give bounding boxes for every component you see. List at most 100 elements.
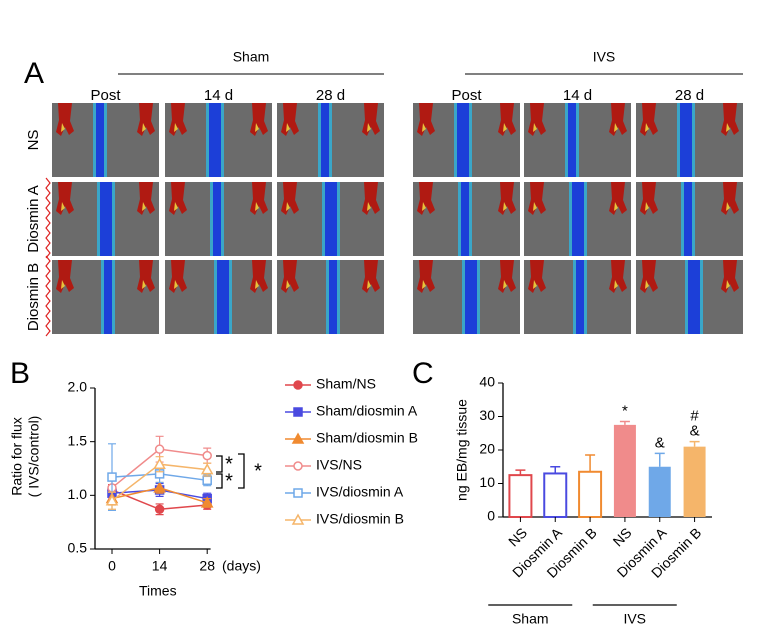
panel-label: C <box>412 357 434 390</box>
vessel <box>572 182 584 256</box>
paw-hot <box>142 202 146 211</box>
paw-hot <box>286 123 290 132</box>
marker <box>107 472 117 482</box>
legend-label: IVS/diosmin A <box>316 484 404 500</box>
y-tick-label: 1.5 <box>68 432 88 448</box>
legend-label: IVS/diosmin B <box>316 511 404 527</box>
paw-hot <box>503 123 507 132</box>
thermal-image <box>52 182 159 256</box>
paw-hot <box>61 280 65 289</box>
vessel <box>96 103 104 177</box>
thermal-image <box>52 260 159 334</box>
vessel <box>680 103 692 177</box>
x-tick-label: 0 <box>108 558 116 574</box>
panel-label: B <box>10 357 30 390</box>
marker <box>153 457 166 469</box>
thermal-image <box>636 182 743 256</box>
column-label: 14 d <box>563 87 592 104</box>
paw-hot <box>726 202 730 211</box>
column-label: 28 d <box>316 87 345 104</box>
sig-bracket <box>216 453 245 489</box>
y-tick-label: 10 <box>479 474 495 490</box>
paw-hot <box>255 123 259 132</box>
marker <box>154 444 165 454</box>
error-bar <box>689 440 700 447</box>
paw <box>169 260 187 293</box>
marker <box>202 475 212 486</box>
y-axis-label: ( IVS/control) <box>26 416 42 498</box>
paw <box>169 103 187 136</box>
column-label: Post <box>451 87 482 104</box>
paw <box>721 260 739 293</box>
thermal-image <box>165 182 272 256</box>
vessel <box>576 260 584 334</box>
paw <box>281 103 299 136</box>
paw-hot <box>174 202 178 211</box>
bar-mark: & <box>655 434 665 451</box>
bar <box>508 474 533 518</box>
vessel <box>104 260 112 334</box>
marker <box>293 488 303 498</box>
row-label: Diosmin B <box>25 263 42 331</box>
y-tick-label: 30 <box>479 407 495 423</box>
bar <box>543 472 568 519</box>
significance: * <box>254 460 262 482</box>
x-tick-label: NS <box>610 524 635 549</box>
bar <box>578 470 603 518</box>
thermal-image <box>636 260 743 334</box>
paw <box>137 260 155 293</box>
thermal-image <box>165 260 272 334</box>
vessel <box>213 182 221 256</box>
vessel <box>321 103 329 177</box>
vessel <box>568 103 576 177</box>
paw <box>362 103 380 136</box>
legend-label: Sham/diosmin B <box>316 430 418 446</box>
thermal-image <box>524 260 631 334</box>
paw-hot <box>422 280 426 289</box>
group-label: IVS <box>623 611 646 627</box>
paw-hot <box>645 123 649 132</box>
paw <box>169 182 187 215</box>
marker <box>291 513 305 525</box>
paw <box>56 103 74 136</box>
bar <box>648 466 671 517</box>
paw <box>498 103 516 136</box>
wavy-mark <box>45 177 51 259</box>
legend-label: IVS/NS <box>316 457 362 473</box>
paw-hot <box>367 280 371 289</box>
y-axis-label: ng EB/mg tissue <box>454 399 470 501</box>
column-label: 14 d <box>204 87 233 104</box>
y-tick-label: 20 <box>479 441 495 457</box>
paw <box>640 260 658 293</box>
marker <box>200 496 214 508</box>
x-unit: (days) <box>222 558 261 574</box>
paw <box>528 103 546 136</box>
column-label: 28 d <box>675 87 704 104</box>
bar <box>683 446 706 517</box>
thermal-image <box>277 182 384 256</box>
paw-hot <box>286 202 290 211</box>
marker <box>200 463 214 475</box>
marker <box>293 461 303 471</box>
x-tick-label: NS <box>505 524 530 549</box>
paw <box>640 103 658 136</box>
bar-mark: * <box>622 402 628 419</box>
thermal-image <box>413 182 520 256</box>
paw <box>721 182 739 215</box>
y-tick-label: 2.0 <box>68 379 88 395</box>
paw <box>250 182 268 215</box>
paw <box>417 103 435 136</box>
paw <box>362 182 380 215</box>
paw-hot <box>142 280 146 289</box>
paw <box>609 103 627 136</box>
vessel <box>465 260 477 334</box>
thermal-image <box>165 103 272 177</box>
y-tick-label: 0.5 <box>68 540 88 556</box>
paw-hot <box>422 123 426 132</box>
paw-hot <box>533 202 537 211</box>
group-label: Sham <box>512 611 549 627</box>
thermal-image <box>636 103 743 177</box>
paw-hot <box>142 123 146 132</box>
